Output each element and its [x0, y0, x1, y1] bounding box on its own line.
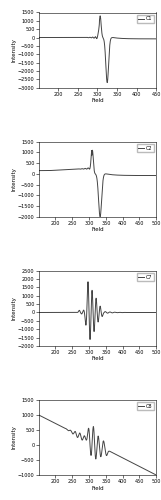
X-axis label: Field: Field	[91, 486, 104, 490]
Y-axis label: Intensity: Intensity	[11, 426, 16, 450]
Legend: C7: C7	[137, 273, 154, 281]
Legend: C8: C8	[137, 402, 154, 410]
Y-axis label: Intensity: Intensity	[11, 296, 16, 320]
Legend: C2: C2	[137, 144, 154, 152]
X-axis label: Field: Field	[91, 356, 104, 362]
X-axis label: Field: Field	[91, 98, 104, 103]
Y-axis label: Intensity: Intensity	[11, 38, 16, 62]
Legend: C1: C1	[137, 15, 154, 23]
Y-axis label: Intensity: Intensity	[11, 167, 16, 191]
X-axis label: Field: Field	[91, 228, 104, 232]
